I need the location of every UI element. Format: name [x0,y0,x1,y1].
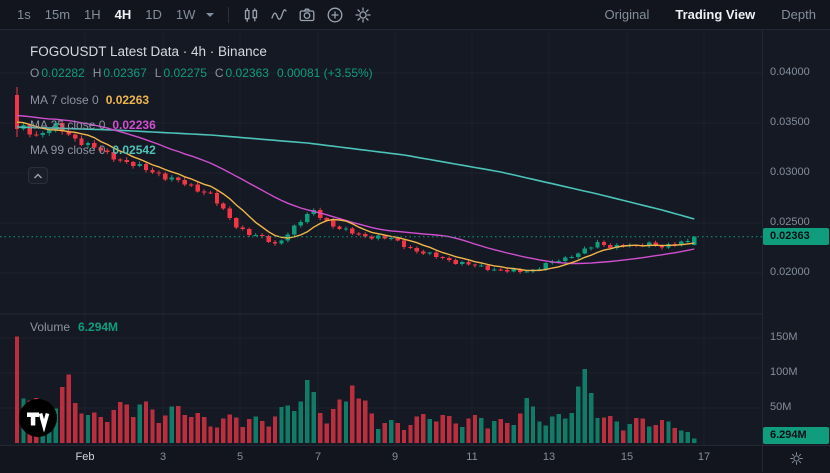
tradingview-logo[interactable] [19,399,57,437]
time-tick-label: 11 [466,451,478,463]
price-change: 0.00081 (+3.55%) [276,66,373,80]
tab-depth[interactable]: Depth [781,7,816,22]
time-axis[interactable] [0,445,830,473]
timeframe-15m[interactable]: 15m [44,7,71,22]
ma-legend-row-3: MA 99 close 0 0.02542 [30,143,156,157]
time-tick-label: 9 [391,451,399,463]
timeframe-1w[interactable]: 1W [175,7,196,22]
time-tick-label: 15 [620,451,634,463]
ohlc-o: O 0.02282 [30,66,85,80]
price-axis[interactable] [762,30,830,445]
time-tick-label: 17 [697,451,711,463]
volume-tick-label: 50M [770,401,792,413]
volume-tick-label: 100M [770,366,798,378]
candles-chart-icon[interactable] [237,1,265,29]
timeframe-dropdown-caret[interactable] [206,12,215,21]
timeframe-4h[interactable]: 4H [114,7,132,22]
time-tick-label: 7 [314,451,322,463]
timeframe-1d[interactable]: 1D [145,7,162,22]
timeframe-1s[interactable]: 1s [17,7,31,22]
ma-legend-row-2: MA 25 close 0 0.02236 [30,118,156,132]
ohlc-l: L 0.02275 [154,66,207,80]
timeframe-1h[interactable]: 1H [84,7,101,22]
last-volume-label: 6.294M [763,427,829,444]
ma-legend-row-1: MA 7 close 0 0.02263 [30,93,150,107]
last-price-label: 0.02363 [763,228,829,246]
ohlc-row: O 0.02282 H 0.02367 L 0.02275 C 0.02363 0.00081 … [30,66,373,80]
volume-legend: Volume 6.294M [30,320,118,334]
price-tick-label: 0.04000 [770,66,810,78]
price-tick-label: 0.02000 [770,266,810,278]
price-tick-label: 0.03000 [770,166,810,178]
chart-title: FOGOUSDT Latest Data · 4h · Binance [30,44,267,59]
price-tick-label: 0.02500 [770,216,810,228]
volume-tick-label: 150M [770,331,798,343]
toolbar: 1s 15m 1H 4H 1D 1W [0,0,830,30]
tab-trading-view[interactable]: Trading View [675,7,756,22]
indicators-icon[interactable] [265,1,293,29]
ohlc-h: H 0.02367 [92,66,147,80]
collapse-legend-button[interactable] [28,167,48,184]
settings-icon[interactable] [349,1,377,29]
toolbar-divider [228,6,230,23]
toolbar-left: 1s 15m 1H 4H 1D 1W [10,0,377,29]
time-tick-label: 13 [542,451,556,463]
add-alert-icon[interactable] [321,1,349,29]
time-tick-label: Feb [75,451,95,463]
camera-icon[interactable] [293,1,321,29]
timeframe-group: 1s 15m 1H 4H 1D 1W [10,0,202,29]
volume-value: 6.294M [78,320,119,334]
time-tick-label: 5 [236,451,244,463]
ma-legend: MA 7 close 0 0.02263 MA 25 close 0 0.02236 M… [30,88,156,163]
axis-corner [762,445,830,472]
volume-label: Volume [30,320,71,334]
price-tick-label: 0.03500 [770,116,810,128]
ohlc-c: C 0.02363 [214,66,269,80]
chart-source-tabs: Original Trading View Depth [605,7,820,22]
time-tick-label: 3 [159,451,167,463]
tab-original[interactable]: Original [604,7,650,22]
axis-settings-gear-icon[interactable] [789,451,804,466]
